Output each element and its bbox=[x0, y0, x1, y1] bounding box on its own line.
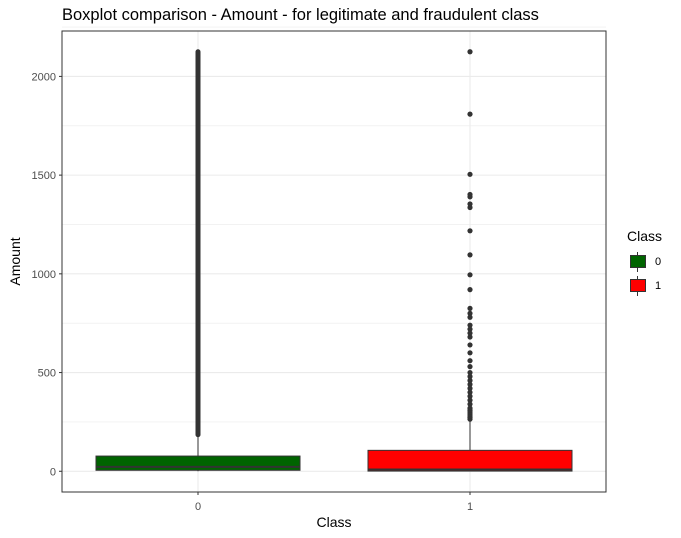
y-tick-label: 0 bbox=[50, 466, 56, 478]
outlier-point-1 bbox=[467, 191, 473, 198]
outlier-point-1 bbox=[467, 397, 473, 403]
outlier-point-1 bbox=[467, 334, 473, 340]
box-0 bbox=[95, 455, 301, 471]
outlier-point-1 bbox=[467, 389, 473, 395]
outlier-point-1 bbox=[467, 171, 473, 177]
outlier-point-1 bbox=[467, 314, 473, 320]
outlier-point-1 bbox=[467, 385, 473, 391]
legend-item-1: 1 bbox=[627, 274, 662, 298]
legend-label-1: 1 bbox=[655, 280, 662, 292]
legend-label-0: 0 bbox=[655, 256, 662, 268]
outlier-point-1 bbox=[467, 350, 473, 356]
legend-key-0 bbox=[627, 252, 647, 272]
outlier-point-1 bbox=[467, 381, 473, 388]
x-tick-label: 0 bbox=[195, 501, 201, 513]
box-1 bbox=[367, 449, 573, 472]
outlier-point-1 bbox=[467, 358, 473, 364]
outlier-point-1 bbox=[467, 310, 473, 316]
legend-title: Class bbox=[627, 228, 663, 244]
panel-border bbox=[61, 30, 607, 493]
outlier-point-1 bbox=[467, 49, 473, 55]
x-tick-label: 1 bbox=[467, 501, 473, 513]
chart-title: Boxplot comparison - Amount - for legiti… bbox=[62, 6, 539, 24]
outlier-point-1 bbox=[467, 326, 473, 332]
outlier-point-1 bbox=[467, 393, 473, 399]
x-axis-title: Class bbox=[316, 514, 351, 530]
outlier-point-1 bbox=[467, 373, 473, 380]
legend-key-1 bbox=[627, 276, 647, 296]
legend-item-0: 0 bbox=[627, 250, 662, 274]
outlier-point-1 bbox=[467, 401, 473, 407]
y-tick-label: 1500 bbox=[32, 170, 56, 182]
y-axis-title: Amount bbox=[7, 237, 23, 285]
outlier-point-1 bbox=[467, 342, 473, 348]
outlier-point-1 bbox=[467, 305, 473, 311]
outlier-point-1 bbox=[467, 287, 473, 293]
y-tick-label: 500 bbox=[38, 368, 56, 380]
outlier-point-1 bbox=[467, 377, 473, 384]
outlier-point-1 bbox=[467, 405, 473, 411]
outlier-point-1 bbox=[467, 228, 473, 234]
outlier-point-1 bbox=[467, 330, 473, 336]
outlier-point-1 bbox=[467, 322, 473, 328]
outlier-point-1 bbox=[467, 201, 473, 207]
legend: Class 0 1 bbox=[627, 228, 662, 298]
outlier-point-1 bbox=[467, 272, 473, 278]
outlier-point-1 bbox=[467, 204, 473, 211]
outlier-point-1 bbox=[467, 364, 473, 370]
outlier-point-1 bbox=[467, 252, 473, 258]
y-tick-label: 1000 bbox=[32, 269, 56, 281]
y-tick-label: 2000 bbox=[32, 71, 56, 83]
outlier-point-1 bbox=[467, 111, 473, 117]
outlier-point-1 bbox=[467, 369, 473, 376]
